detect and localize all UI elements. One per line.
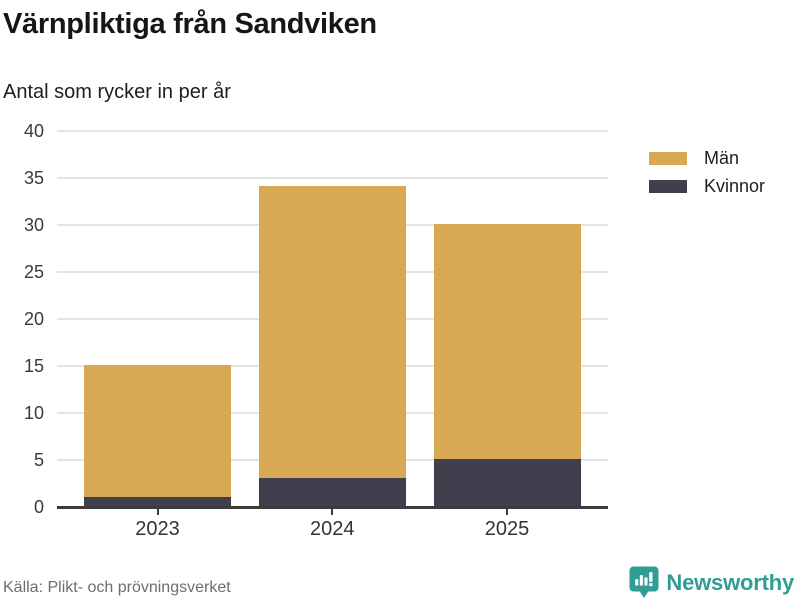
bar-segment-män — [433, 224, 581, 459]
bar-segment-kvinnor — [258, 477, 406, 506]
bar-segment-män — [258, 186, 406, 478]
y-tick-label: 15 — [23, 356, 44, 376]
newsworthy-logo-icon — [629, 566, 659, 599]
page-subtitle: Antal som rycker in per år — [3, 81, 231, 103]
x-axis-tick — [506, 509, 508, 515]
x-tick-label: 2024 — [310, 518, 355, 540]
y-tick-label: 40 — [23, 121, 44, 141]
source-caption: Källa: Plikt- och prövningsverket — [3, 579, 231, 596]
y-gridline — [57, 177, 608, 179]
y-tick-label: 20 — [23, 309, 44, 329]
legend-item-män: Män — [649, 147, 765, 168]
chart-legend: Män Kvinnor — [649, 147, 766, 206]
legend-swatch-män — [649, 151, 687, 165]
y-tick-label: 5 — [33, 450, 44, 470]
y-tick-label: 10 — [23, 403, 44, 423]
x-axis-tick — [331, 509, 334, 515]
legend-label-kvinnor: Kvinnor — [704, 175, 766, 196]
x-tick-label: 2025 — [484, 518, 530, 540]
x-axis-line — [57, 506, 608, 509]
y-gridline — [57, 130, 608, 132]
y-tick-label: 30 — [23, 215, 44, 235]
legend-item-kvinnor: Kvinnor — [649, 175, 766, 196]
page-title: Värnpliktiga från Sandviken — [3, 8, 377, 40]
bar-segment-män — [84, 365, 231, 497]
x-tick-label: 2023 — [135, 518, 180, 540]
bar-segment-kvinnor — [84, 496, 231, 506]
brand-name: Newsworthy — [666, 569, 794, 595]
y-tick-label: 0 — [33, 497, 44, 517]
bar-segment-kvinnor — [433, 459, 581, 506]
legend-swatch-kvinnor — [649, 179, 687, 193]
y-tick-label: 35 — [23, 168, 44, 188]
brand-logo: Newsworthy — [629, 566, 794, 599]
x-axis-tick — [156, 509, 159, 515]
y-tick-label: 25 — [23, 262, 44, 282]
legend-label-män: Män — [704, 147, 740, 168]
